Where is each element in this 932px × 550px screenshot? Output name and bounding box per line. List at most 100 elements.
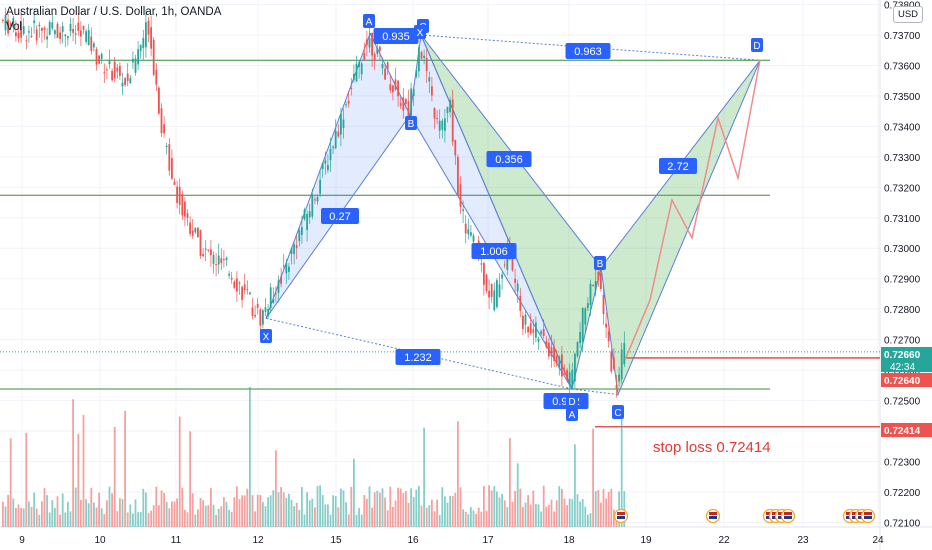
candle-body xyxy=(537,338,540,342)
candle-body xyxy=(64,34,67,37)
volume-bar xyxy=(540,511,542,527)
volume-bar xyxy=(116,511,119,527)
volume-bar xyxy=(241,495,243,527)
candle-body xyxy=(381,63,384,69)
event-flag-icon[interactable] xyxy=(613,508,629,524)
volume-bar xyxy=(623,491,626,527)
volume-bar xyxy=(303,514,306,527)
volume-bar xyxy=(379,492,381,527)
candle-body xyxy=(61,26,64,32)
candle-body xyxy=(605,323,607,328)
event-flag-icon[interactable] xyxy=(705,508,721,524)
volume-bar xyxy=(386,510,389,527)
volume-bar xyxy=(558,486,561,527)
candle-body xyxy=(236,278,238,292)
candle-body xyxy=(173,181,176,185)
currency-badge[interactable]: USD xyxy=(893,6,923,23)
candle-body xyxy=(415,70,418,77)
volume-bar xyxy=(314,507,316,527)
candle-body xyxy=(553,346,555,361)
volume-bar xyxy=(449,495,451,527)
volume-bar xyxy=(33,492,35,527)
volume-bar xyxy=(553,511,555,527)
volume-bar xyxy=(511,501,514,527)
volume-bar xyxy=(142,488,145,527)
candle-body xyxy=(615,384,618,388)
candle-body xyxy=(30,36,33,38)
y-tick-label: 0.73300 xyxy=(884,153,921,164)
candle-body xyxy=(394,79,397,90)
candle-body xyxy=(121,82,124,87)
volume-bar xyxy=(589,513,592,527)
volume-bar xyxy=(298,509,301,527)
volume-bar xyxy=(584,506,587,527)
entry-price-value: 0.72640 xyxy=(884,376,921,387)
candle-body xyxy=(366,39,368,45)
candle-body xyxy=(56,23,59,39)
candle-body xyxy=(620,349,623,380)
candle-body xyxy=(293,244,295,255)
entry-price-tag xyxy=(881,373,932,387)
candle-body xyxy=(272,298,275,303)
candle-body xyxy=(384,68,386,80)
volume-bar xyxy=(345,502,347,527)
x-tick-label: 23 xyxy=(797,535,809,546)
y-tick-label: 0.73100 xyxy=(884,214,921,225)
y-tick-label: 0.73400 xyxy=(884,122,921,133)
volume-bar xyxy=(399,488,402,527)
candle-body xyxy=(589,283,592,305)
candle-body xyxy=(46,36,48,40)
candle-body xyxy=(350,87,353,89)
projected-path xyxy=(624,59,761,361)
volume-bar xyxy=(165,502,168,527)
volume-bar xyxy=(254,511,256,527)
volume-bar xyxy=(17,504,20,527)
candle-body xyxy=(160,108,163,134)
volume-bar xyxy=(415,489,418,527)
volume-bar xyxy=(459,487,462,527)
candle-body xyxy=(275,293,277,295)
candle-body xyxy=(498,284,501,298)
candle-body xyxy=(470,232,472,236)
y-tick-label: 0.72200 xyxy=(884,488,921,499)
volume-bar xyxy=(405,491,407,527)
candle-body xyxy=(587,303,589,309)
volume-bar xyxy=(189,431,191,527)
candle-body xyxy=(48,22,51,35)
candle-body xyxy=(527,326,529,333)
volume-bar xyxy=(545,506,548,527)
candle-body xyxy=(329,148,332,161)
volume-bar xyxy=(80,499,82,527)
volume-bar xyxy=(7,494,9,527)
volume-bar xyxy=(327,504,329,527)
volume-bar xyxy=(407,502,410,527)
pattern-point-marker xyxy=(612,405,624,419)
volume-bar xyxy=(147,513,150,527)
volume-bar xyxy=(59,514,61,527)
candle-body xyxy=(108,60,111,65)
candle-body xyxy=(316,196,319,202)
candle-body xyxy=(568,372,571,386)
event-flag-icon[interactable] xyxy=(860,508,876,524)
volume-bar xyxy=(121,499,124,527)
x-tick-label: 11 xyxy=(171,535,182,546)
candle-body xyxy=(72,29,74,33)
candle-body xyxy=(594,280,597,291)
candle-body xyxy=(259,309,262,326)
volume-bar xyxy=(444,496,446,527)
candle-body xyxy=(277,280,280,293)
volume-bar xyxy=(550,499,553,527)
volume-bar xyxy=(215,514,217,527)
candle-body xyxy=(28,31,30,33)
y-tick-label: 0.73200 xyxy=(884,183,921,194)
ratio-label-box xyxy=(659,158,697,174)
candle-body xyxy=(613,357,615,369)
stop-loss-price-tag xyxy=(881,423,932,437)
candle-body xyxy=(353,73,355,80)
volume-bar xyxy=(579,501,581,527)
volume-bar xyxy=(462,509,464,527)
candle-body xyxy=(137,49,139,65)
event-flag-icon[interactable] xyxy=(780,508,796,524)
volume-bar xyxy=(103,514,106,527)
